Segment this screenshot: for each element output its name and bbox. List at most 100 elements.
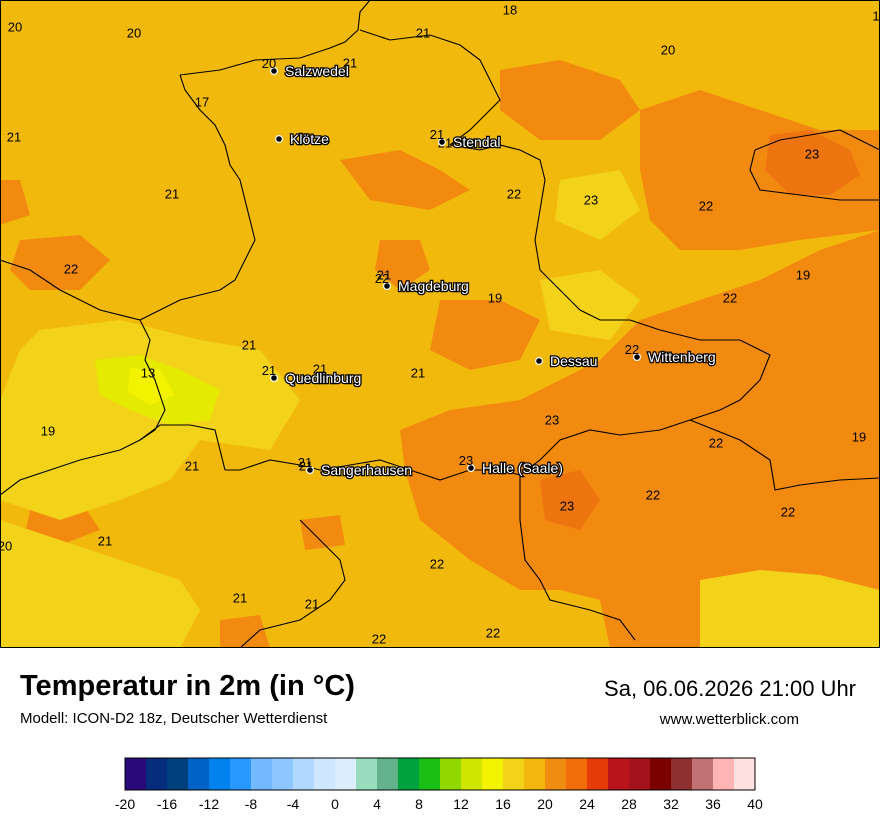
- temperature-value: 1: [872, 8, 879, 23]
- scale-tick-label: 28: [621, 796, 637, 812]
- temperature-value: 22: [486, 625, 500, 640]
- scale-tick-label: 0: [331, 796, 339, 812]
- city-klötze[interactable]: Klötze: [275, 130, 330, 148]
- scale-tick-label: 16: [495, 796, 511, 812]
- temperature-value: 22: [699, 198, 713, 213]
- city-halle-saale[interactable]: Halle (Saale) 23: [459, 453, 564, 477]
- scale-cell: [734, 758, 756, 790]
- city-stendal[interactable]: Stendal 21: [430, 127, 502, 151]
- city-temperature-value: 22: [375, 271, 389, 286]
- scale-tick-label: 40: [747, 796, 763, 812]
- city-name: Wittenberg: [648, 349, 716, 365]
- temperature-value: 22: [781, 504, 795, 519]
- city-wittenberg[interactable]: Wittenberg 22: [625, 342, 717, 366]
- temperature-value: 21: [165, 186, 179, 201]
- city-name: Dessau: [550, 353, 597, 369]
- scale-tick-label: 36: [705, 796, 721, 812]
- temperature-value: 23: [805, 146, 819, 161]
- scale-cell: [293, 758, 315, 790]
- temperature-value: 22: [64, 261, 78, 276]
- temperature-value: 19: [852, 429, 866, 444]
- scale-cell: [608, 758, 630, 790]
- temperature-value: 21: [377, 267, 391, 282]
- temperature-value: 19: [796, 267, 810, 282]
- temperature-value: 22: [646, 487, 660, 502]
- website-link[interactable]: www.wetterblick.com: [659, 711, 799, 728]
- temperature-value: 19: [41, 423, 55, 438]
- forecast-datetime: Sa, 06.06.2026 21:00 Uhr: [604, 676, 856, 701]
- city-sangerhausen[interactable]: Sangerhausen 21: [298, 455, 414, 479]
- scale-tick-label: -8: [245, 796, 258, 812]
- scale-tick-label: 12: [453, 796, 469, 812]
- temperature-value: 21: [98, 533, 112, 548]
- city-magdeburg[interactable]: Magdeburg 22: [375, 271, 470, 295]
- warm-areas: [0, 60, 880, 648]
- temperature-value: 22: [723, 290, 737, 305]
- scale-tick-label: -20: [115, 796, 135, 812]
- scale-cell: [482, 758, 504, 790]
- temperature-value: 20: [127, 25, 141, 40]
- scale-tick-label: -4: [287, 796, 300, 812]
- scale-border: [124, 757, 756, 791]
- city-dot-icon: [270, 374, 279, 383]
- temperature-value: 22: [430, 556, 444, 571]
- scale-cell: [419, 758, 441, 790]
- city-dot-icon: [275, 135, 284, 144]
- map-canvas: 2020182112120172121232223222122192122192…: [0, 0, 880, 649]
- city-markers: Salzwedel 20 Klötze Stendal 21 Magdeburg 22 Que…: [262, 56, 717, 479]
- city-temperature-value: 23: [459, 453, 473, 468]
- temperature-value: 22: [372, 631, 386, 646]
- scale-cell: [671, 758, 693, 790]
- scale-ticks: -20 -16 -12 -8 -4 0 4 8 12 16 20 24 28 32 36 40: [115, 796, 763, 812]
- city-temperature-value: 22: [625, 342, 639, 357]
- scale-cell: [314, 758, 336, 790]
- temperature-value: 20: [8, 19, 22, 34]
- temperature-value: 23: [560, 498, 574, 513]
- scale-tick-label: -12: [199, 796, 219, 812]
- city-salzwedel[interactable]: Salzwedel 20: [262, 56, 350, 80]
- city-temperature-value: 21: [430, 127, 444, 142]
- city-name: Halle (Saale): [482, 460, 563, 476]
- scale-cells: [124, 757, 756, 791]
- city-dot-icon: [270, 66, 279, 75]
- scale-cell: [629, 758, 651, 790]
- temperature-value: 21: [7, 129, 21, 144]
- city-name: Stendal: [453, 134, 500, 150]
- color-scale: -20 -16 -12 -8 -4 0 4 8 12 16 20 24 28 32 36 40: [115, 757, 763, 812]
- scale-cell: [524, 758, 546, 790]
- state-borders: [0, 0, 880, 649]
- coldest-spot: [128, 368, 175, 405]
- scale-cell: [356, 758, 378, 790]
- city-name: Magdeburg: [398, 278, 469, 294]
- city-temperature-value: 21: [262, 363, 276, 378]
- city-name: Klötze: [290, 131, 329, 147]
- scale-cell: [398, 758, 420, 790]
- temperature-value: 21: [343, 55, 357, 70]
- scale-cell: [230, 758, 252, 790]
- hot-areas: [540, 130, 860, 530]
- scale-cell: [461, 758, 483, 790]
- scale-cell: [251, 758, 273, 790]
- model-subtitle: Modell: ICON-D2 18z, Deutscher Wetterdie…: [20, 710, 328, 727]
- footer: Temperatur in 2m (in °C) Modell: ICON-D2…: [0, 648, 880, 830]
- city-dot-icon: [438, 138, 447, 147]
- temperature-value: 21: [411, 365, 425, 380]
- scale-tick-label: 20: [537, 796, 553, 812]
- scale-cell: [272, 758, 294, 790]
- scale-tick-label: 24: [579, 796, 595, 812]
- scale-cell: [503, 758, 525, 790]
- temperature-value: 21: [416, 25, 430, 40]
- scale-cell: [713, 758, 735, 790]
- scale-cell: [335, 758, 357, 790]
- scale-cell: [209, 758, 231, 790]
- temperature-value: 21: [313, 361, 327, 376]
- cool-areas: [0, 170, 880, 648]
- temperature-value: 19: [488, 290, 502, 305]
- scale-cell: [167, 758, 189, 790]
- chart-title: Temperatur in 2m (in °C): [20, 670, 355, 702]
- city-temperature-value: 21: [298, 455, 312, 470]
- city-dessau[interactable]: Dessau: [534, 352, 599, 370]
- city-dot-icon: [632, 353, 641, 362]
- temperature-value: 20: [661, 42, 675, 57]
